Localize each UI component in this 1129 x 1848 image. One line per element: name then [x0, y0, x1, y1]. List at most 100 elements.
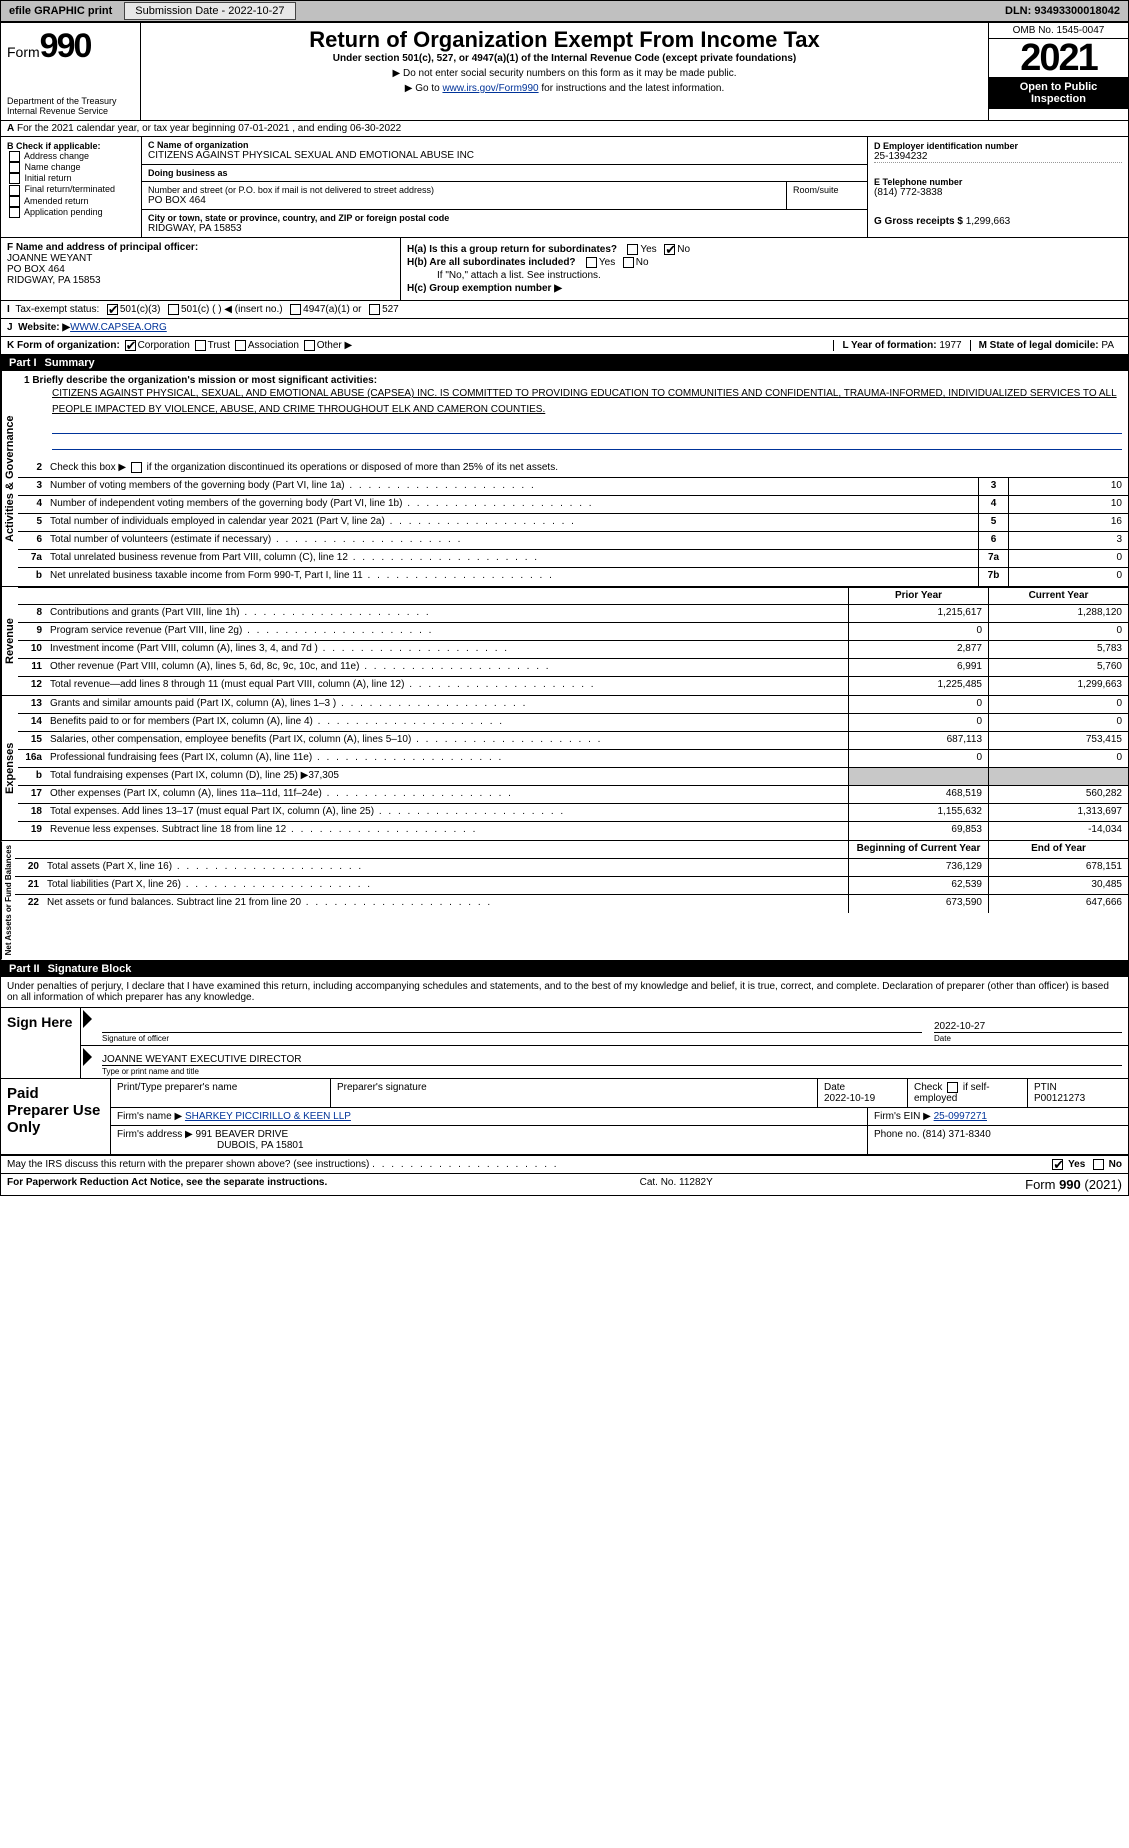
q2-cb[interactable] [131, 462, 142, 473]
na-line: 21Total liabilities (Part X, line 26)62,… [15, 877, 1128, 895]
addr-value: PO BOX 464 [148, 195, 780, 206]
firm-addr1: 991 BEAVER DRIVE [196, 1129, 289, 1140]
gov-line: 5Total number of individuals employed in… [18, 514, 1128, 532]
gov-line: 6Total number of volunteers (estimate if… [18, 532, 1128, 550]
cb-amended[interactable]: Amended return [7, 196, 135, 207]
firm-ein-link[interactable]: 25-0997271 [934, 1111, 987, 1122]
state-value: PA [1101, 340, 1114, 351]
cb-initial[interactable]: Initial return [7, 173, 135, 184]
gross-value: 1,299,663 [966, 216, 1011, 227]
discuss-yes-cb[interactable] [1052, 1159, 1063, 1170]
org-name: CITIZENS AGAINST PHYSICAL SEXUAL AND EMO… [148, 150, 861, 161]
firm-ein-label: Firm's EIN ▶ [874, 1111, 931, 1122]
prep-h4-cell: Check if self-employed [908, 1079, 1028, 1107]
tax-status-label: Tax-exempt status: [15, 304, 99, 315]
note-link: ▶ Go to www.irs.gov/Form990 for instruct… [147, 83, 982, 94]
cb-pending[interactable]: Application pending [7, 207, 135, 218]
sign-here-label: Sign Here [1, 1008, 81, 1078]
org-name-label: C Name of organization [148, 140, 861, 150]
cb-final[interactable]: Final return/terminated [7, 184, 135, 195]
discuss-no-cb[interactable] [1093, 1159, 1104, 1170]
tax-year: 2021 [989, 39, 1128, 77]
hb-no-cb[interactable] [623, 257, 634, 268]
form-title: Return of Organization Exempt From Incom… [147, 27, 982, 53]
self-emp-cb[interactable] [947, 1082, 958, 1093]
cb-4947[interactable] [290, 304, 301, 315]
firm-phone-cell: Phone no. (814) 371-8340 [868, 1126, 1128, 1154]
room-label: Room/suite [793, 185, 861, 195]
side-governance: Activities & Governance [1, 371, 18, 586]
col-f-officer: F Name and address of principal officer:… [1, 238, 401, 300]
form-org-label: K Form of organization: [7, 340, 120, 351]
exp-line: 13Grants and similar amounts paid (Part … [18, 696, 1128, 714]
sig-date-label: Date [934, 1032, 1122, 1043]
irs-link[interactable]: www.irs.gov/Form990 [442, 83, 538, 94]
city-label: City or town, state or province, country… [148, 213, 861, 223]
block-f-h: F Name and address of principal officer:… [1, 238, 1128, 301]
cat-no: Cat. No. 11282Y [640, 1177, 713, 1192]
ein-label: D Employer identification number [874, 141, 1122, 151]
officer-addr2: RIDGWAY, PA 15853 [7, 275, 101, 286]
submission-date-button[interactable]: Submission Date - 2022-10-27 [124, 2, 295, 20]
gross-receipts: G Gross receipts $ 1,299,663 [874, 216, 1122, 227]
cb-other[interactable] [304, 340, 315, 351]
dba-block: Doing business as [142, 165, 867, 182]
hb-note: If "No," attach a list. See instructions… [407, 270, 1122, 281]
dln-label: DLN: 93493300018042 [997, 3, 1128, 19]
officer-addr1: PO BOX 464 [7, 264, 65, 275]
section-governance: Activities & Governance 1 Briefly descri… [1, 371, 1128, 587]
phone-value: (814) 371-8340 [922, 1129, 990, 1140]
side-revenue: Revenue [1, 587, 18, 695]
col-b-checkboxes: B Check if applicable: Address change Na… [1, 137, 141, 237]
mission-blank1 [52, 420, 1122, 434]
ein-value: 25-1394232 [874, 151, 1122, 163]
cb-name[interactable]: Name change [7, 162, 135, 173]
exp-line: 15Salaries, other compensation, employee… [18, 732, 1128, 750]
form-container: Form990 Department of the Treasury Inter… [0, 22, 1129, 1196]
hb-yes-cb[interactable] [586, 257, 597, 268]
org-name-block: C Name of organization CITIZENS AGAINST … [142, 137, 867, 165]
mission-text: CITIZENS AGAINST PHYSICAL, SEXUAL, AND E… [52, 386, 1122, 418]
section-netassets: Net Assets or Fund Balances Beginning of… [1, 841, 1128, 960]
cb-501c[interactable] [168, 304, 179, 315]
col-c-org: C Name of organization CITIZENS AGAINST … [141, 137, 868, 237]
exp-line: 16aProfessional fundraising fees (Part I… [18, 750, 1128, 768]
hb-label: H(b) Are all subordinates included? [407, 257, 576, 268]
firm-addr-row: Firm's address ▶ 991 BEAVER DRIVE DUBOIS… [111, 1126, 1128, 1154]
prep-h5: PTIN [1034, 1082, 1057, 1093]
cb-address[interactable]: Address change [7, 151, 135, 162]
efile-label: efile GRAPHIC print [1, 3, 120, 19]
form-subtitle: Under section 501(c), 527, or 4947(a)(1)… [147, 53, 982, 64]
side-netassets: Net Assets or Fund Balances [1, 841, 15, 959]
cb-corp[interactable] [125, 340, 136, 351]
ha-label: H(a) Is this a group return for subordin… [407, 244, 617, 255]
gov-line: 7aTotal unrelated business revenue from … [18, 550, 1128, 568]
sig-officer-field: Signature of officer [96, 1008, 928, 1045]
block-b-c-d: B Check if applicable: Address change Na… [1, 137, 1128, 238]
rev-line: 10Investment income (Part VIII, column (… [18, 641, 1128, 659]
sign-body: Signature of officer 2022-10-27 Date JOA… [81, 1008, 1128, 1078]
website-link[interactable]: WWW.CAPSEA.ORG [70, 322, 167, 333]
form-number: Form990 [7, 27, 134, 66]
city-value: RIDGWAY, PA 15853 [148, 223, 861, 234]
sig-intro: Under penalties of perjury, I declare th… [1, 977, 1128, 1008]
prep-hdr-row: Print/Type preparer's name Preparer's si… [111, 1079, 1128, 1108]
discuss-yn: Yes No [1050, 1159, 1122, 1170]
yof-value: 1977 [939, 340, 961, 351]
exp-line: 18Total expenses. Add lines 13–17 (must … [18, 804, 1128, 822]
ha-yes-cb[interactable] [627, 244, 638, 255]
cb-assoc[interactable] [235, 340, 246, 351]
cb-501c3[interactable] [107, 304, 118, 315]
firm-link[interactable]: SHARKEY PICCIRILLO & KEEN LLP [185, 1111, 351, 1122]
cb-527[interactable] [369, 304, 380, 315]
rev-body: Prior Year Current Year 8Contributions a… [18, 587, 1128, 695]
state-block: M State of legal domicile: PA [970, 340, 1122, 351]
website-label: Website: ▶ [18, 322, 70, 333]
cb-trust[interactable] [195, 340, 206, 351]
page-footer: For Paperwork Reduction Act Notice, see … [1, 1173, 1128, 1195]
part1-num: Part I [9, 357, 45, 369]
arrow-icon [83, 1048, 92, 1066]
ha-no-cb[interactable] [664, 244, 675, 255]
section-revenue: Revenue Prior Year Current Year 8Contrib… [1, 587, 1128, 695]
form-header: Form990 Department of the Treasury Inter… [1, 23, 1128, 121]
